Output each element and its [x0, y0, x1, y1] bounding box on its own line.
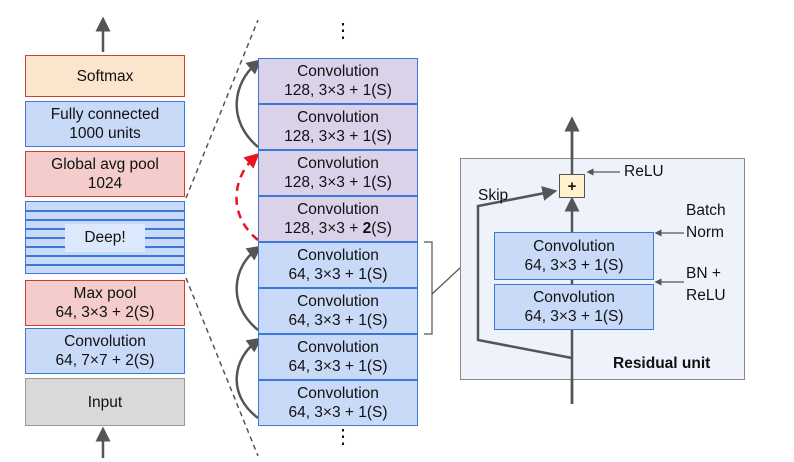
conv-128-a-line1: Convolution [297, 63, 379, 80]
conv-128-stride2-line2: 128, 3×3 + 2(S) [284, 219, 392, 238]
batch-norm-label-line2: Norm [686, 224, 724, 241]
conv-layer-128-a: Convolution 128, 3×3 + 1(S) [258, 58, 418, 104]
conv-64-d-line2: 64, 3×3 + 1(S) [288, 404, 388, 421]
batch-norm-label-line1: Batch [686, 202, 726, 219]
conv-layer-128-c: Convolution 128, 3×3 + 1(S) [258, 150, 418, 196]
res-conv-top-line1: Convolution [533, 238, 615, 255]
conv-64-d-line1: Convolution [297, 385, 379, 402]
bn-relu-label-line1: BN + [686, 265, 721, 282]
residual-unit-title: Residual unit [613, 355, 711, 372]
conv-layer-128-b: Convolution 128, 3×3 + 1(S) [258, 104, 418, 150]
conv-128-b-line1: Convolution [297, 109, 379, 126]
bracket-to-panel-line [431, 267, 461, 295]
skip-arc-upper-64 [235, 245, 263, 331]
stride-suffix: (S) [371, 220, 392, 237]
skip-arc-dashed-red [235, 152, 260, 241]
addition-node: + [559, 174, 585, 198]
stride-bold: 2 [362, 220, 372, 237]
conv-128-stride2-line1: Convolution [297, 201, 379, 218]
fc-label-line1: Fully connected [50, 106, 160, 123]
deep-label: Deep! [65, 224, 145, 252]
conv-64-b-line2: 64, 3×3 + 1(S) [288, 312, 388, 329]
first-convolution-layer: Convolution 64, 7×7 + 2(S) [25, 328, 185, 374]
fully-connected-layer: Fully connected 1000 units [25, 101, 185, 147]
ellipsis-top: ⋮ [333, 20, 353, 42]
residual-bracket [424, 241, 433, 335]
conv-128-c-line2: 128, 3×3 + 1(S) [284, 174, 392, 191]
softmax-label: Softmax [76, 67, 134, 85]
skip-arc-top [235, 59, 262, 148]
relu-label: ReLU [624, 163, 664, 180]
conv-layer-64-d: Convolution 64, 3×3 + 1(S) [258, 380, 418, 426]
input-layer: Input [25, 378, 185, 426]
max-pool-layer: Max pool 64, 3×3 + 2(S) [25, 280, 185, 326]
res-conv-bottom-line2: 64, 3×3 + 1(S) [524, 308, 624, 325]
residual-conv-top: Convolution 64, 3×3 + 1(S) [494, 232, 654, 280]
conv-label-line1: Convolution [64, 333, 146, 350]
conv-64-c-line2: 64, 3×3 + 1(S) [288, 358, 388, 375]
gap-label-line2: 1024 [87, 175, 123, 192]
stride-prefix: 128, 3×3 + [284, 220, 363, 237]
maxpool-label-line1: Max pool [73, 285, 137, 302]
conv-layer-64-c: Convolution 64, 3×3 + 1(S) [258, 334, 418, 380]
skip-label: Skip [478, 187, 509, 204]
res-conv-bottom-line1: Convolution [533, 289, 615, 306]
conv-64-c-line1: Convolution [297, 339, 379, 356]
res-conv-top-line2: 64, 3×3 + 1(S) [524, 257, 624, 274]
skip-arc-lower-64 [235, 337, 263, 419]
fc-label-line2: 1000 units [69, 125, 141, 142]
bn-relu-label-line2: ReLU [686, 287, 726, 304]
conv-128-c-line1: Convolution [297, 155, 379, 172]
conv-64-a-line2: 64, 3×3 + 1(S) [288, 266, 388, 283]
softmax-layer: Softmax [25, 55, 185, 97]
maxpool-label-line2: 64, 3×3 + 2(S) [55, 304, 155, 321]
gap-label-line1: Global avg pool [51, 156, 159, 173]
conv-label-line2: 64, 7×7 + 2(S) [55, 352, 155, 369]
conv-layer-64-b: Convolution 64, 3×3 + 1(S) [258, 288, 418, 334]
conv-layer-128-stride2: Convolution 128, 3×3 + 2(S) [258, 196, 418, 242]
input-label: Input [87, 393, 123, 411]
conv-64-a-line1: Convolution [297, 247, 379, 264]
residual-conv-bottom: Convolution 64, 3×3 + 1(S) [494, 284, 654, 330]
conv-layer-64-a: Convolution 64, 3×3 + 1(S) [258, 242, 418, 288]
conv-128-b-line2: 128, 3×3 + 1(S) [284, 128, 392, 145]
conv-128-a-line2: 128, 3×3 + 1(S) [284, 82, 392, 99]
ellipsis-bottom: ⋮ [333, 426, 353, 448]
conv-64-b-line1: Convolution [297, 293, 379, 310]
global-avg-pool-layer: Global avg pool 1024 [25, 151, 185, 197]
